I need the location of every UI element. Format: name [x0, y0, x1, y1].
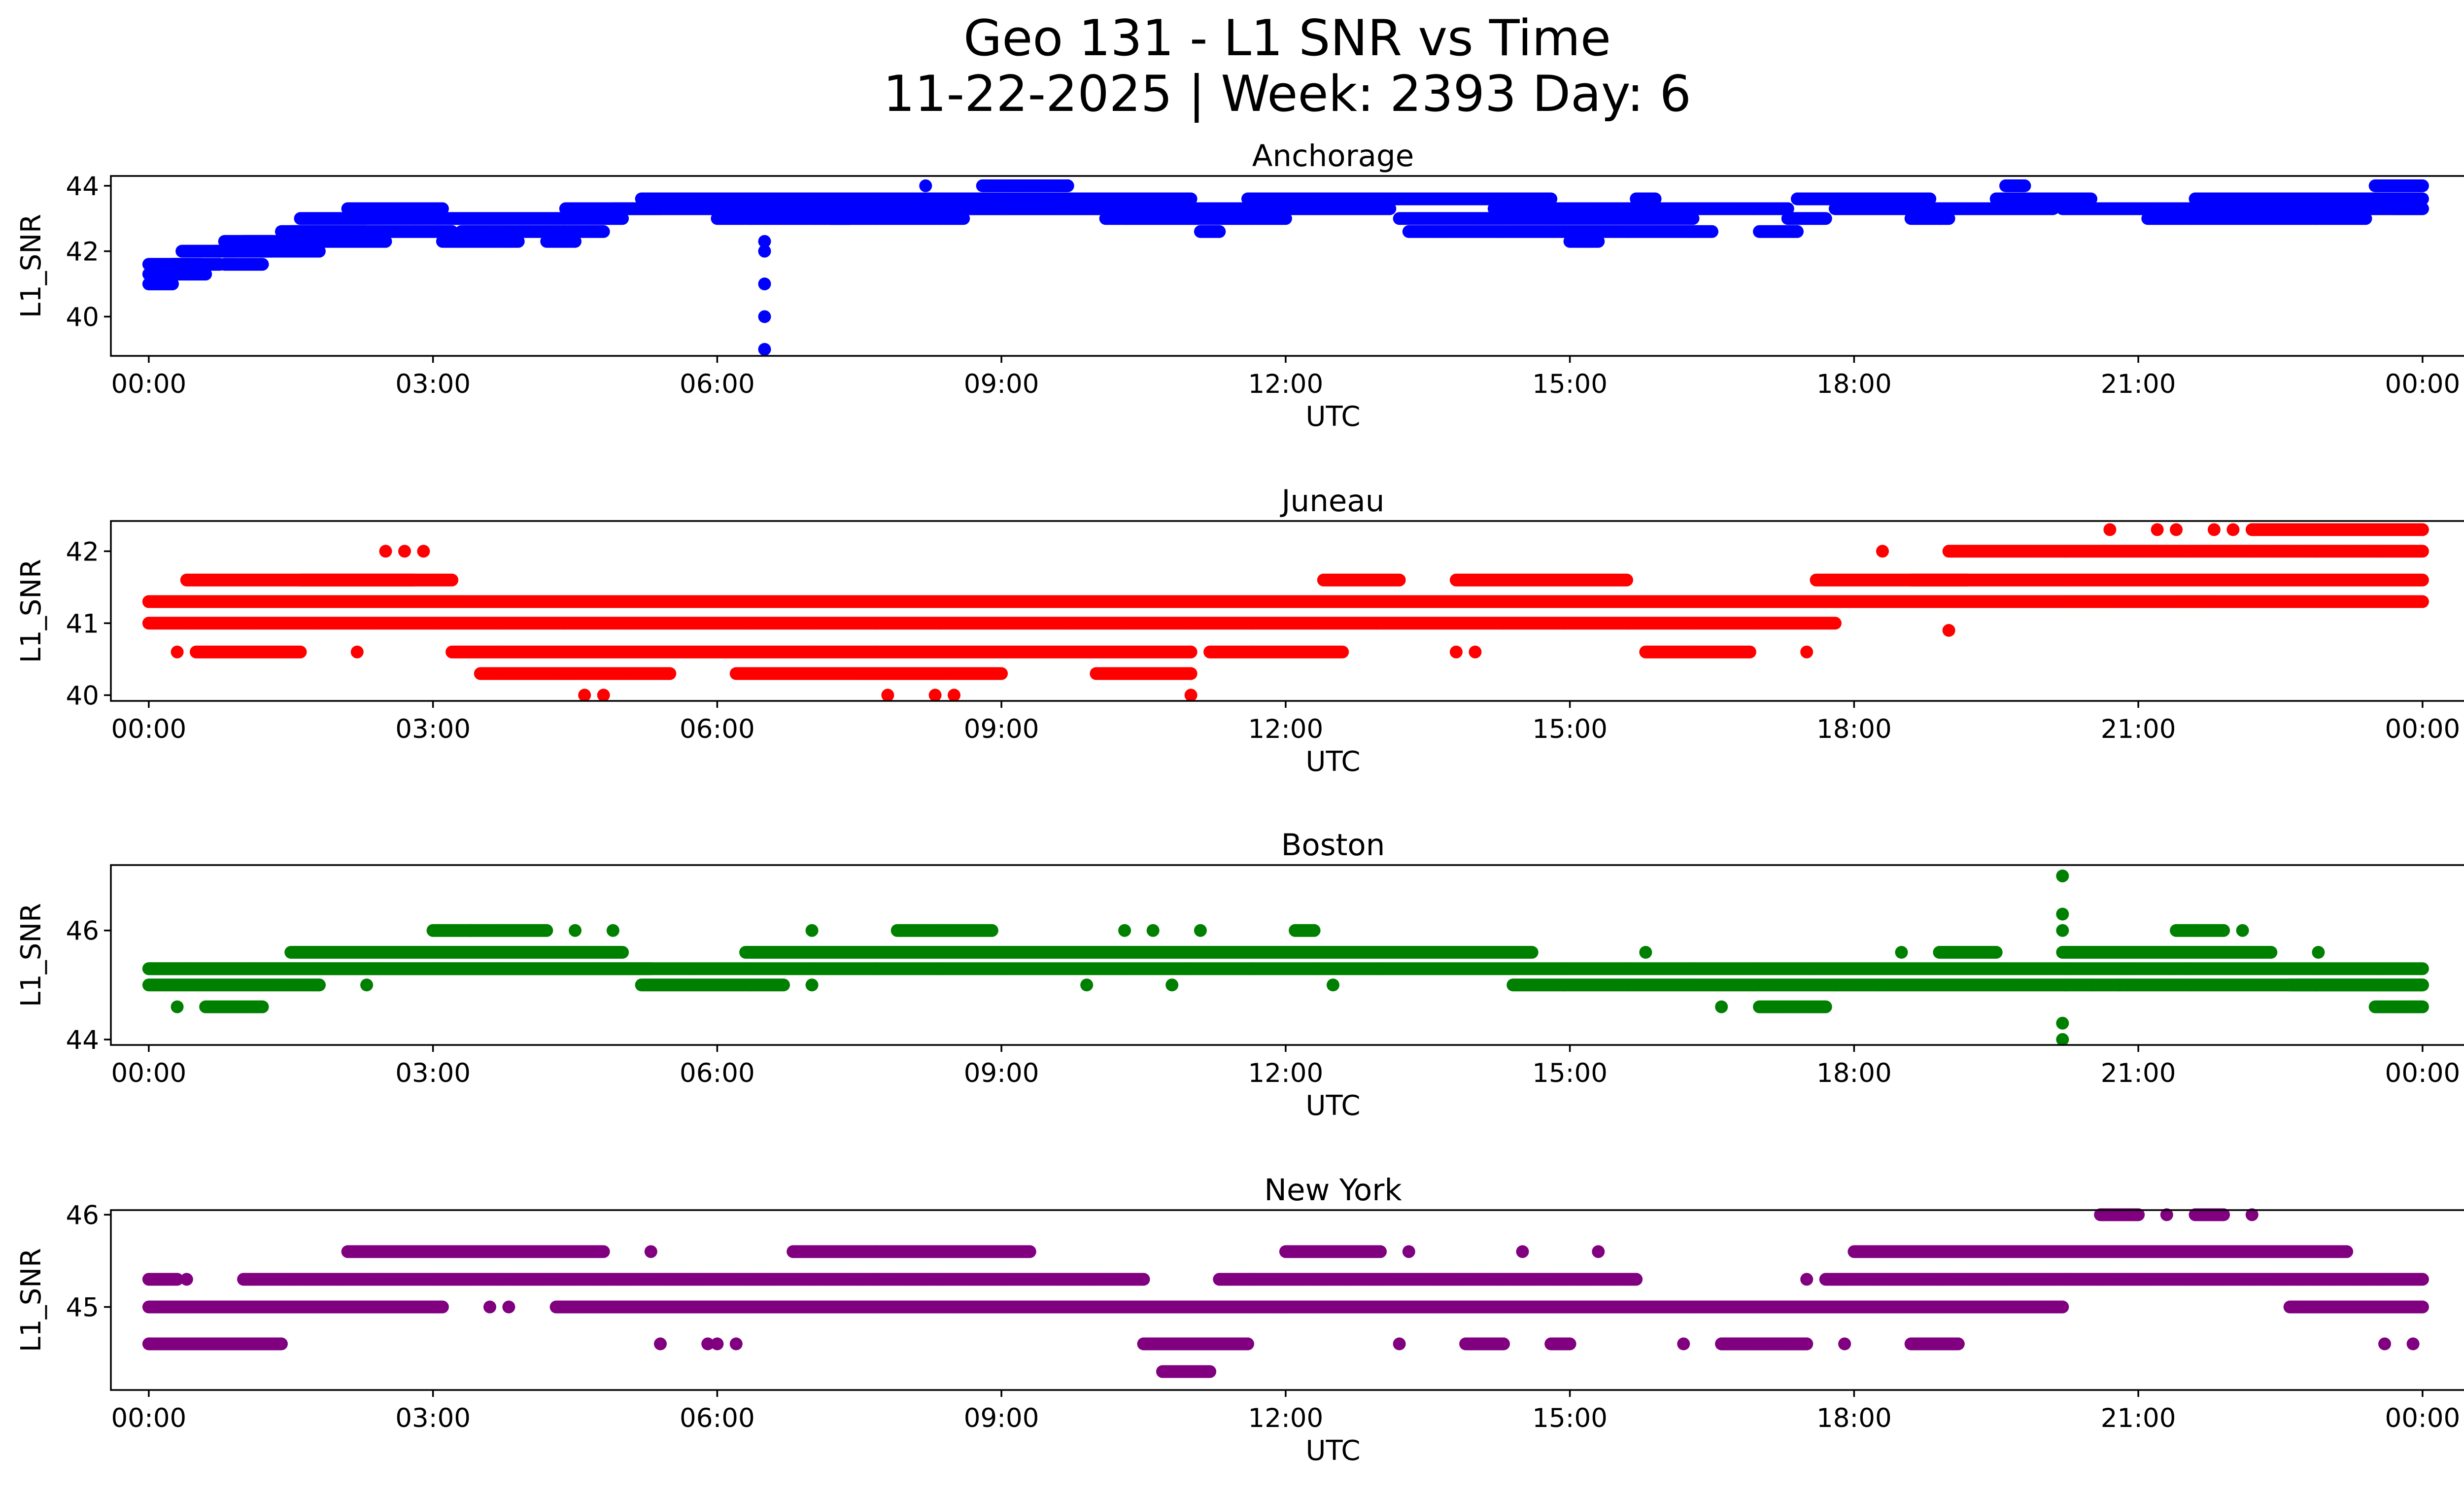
scatter-point — [1061, 179, 1074, 192]
scatter-point — [256, 258, 269, 271]
scatter-point — [1791, 225, 1804, 238]
scatter-point — [1213, 225, 1226, 238]
scatter-point — [1942, 212, 1955, 225]
scatter-point — [1819, 212, 1832, 225]
scatter-point — [569, 235, 582, 248]
scatter-point — [199, 268, 212, 281]
subplot-title: Anchorage — [1252, 139, 1414, 174]
scatter-point — [2018, 179, 2031, 192]
scatter-point — [1648, 192, 1662, 206]
scatter-point — [1592, 235, 1605, 248]
figure-title-line1: Geo 131 - L1 SNR vs Time — [963, 9, 1611, 67]
scatter-point — [597, 225, 610, 238]
scatter-point — [166, 278, 179, 290]
scatter-points — [142, 179, 2429, 356]
figure-title-line2: 11-22-2025 | Week: 2393 Day: 6 — [883, 65, 1691, 123]
scatter-point — [1706, 225, 1718, 238]
